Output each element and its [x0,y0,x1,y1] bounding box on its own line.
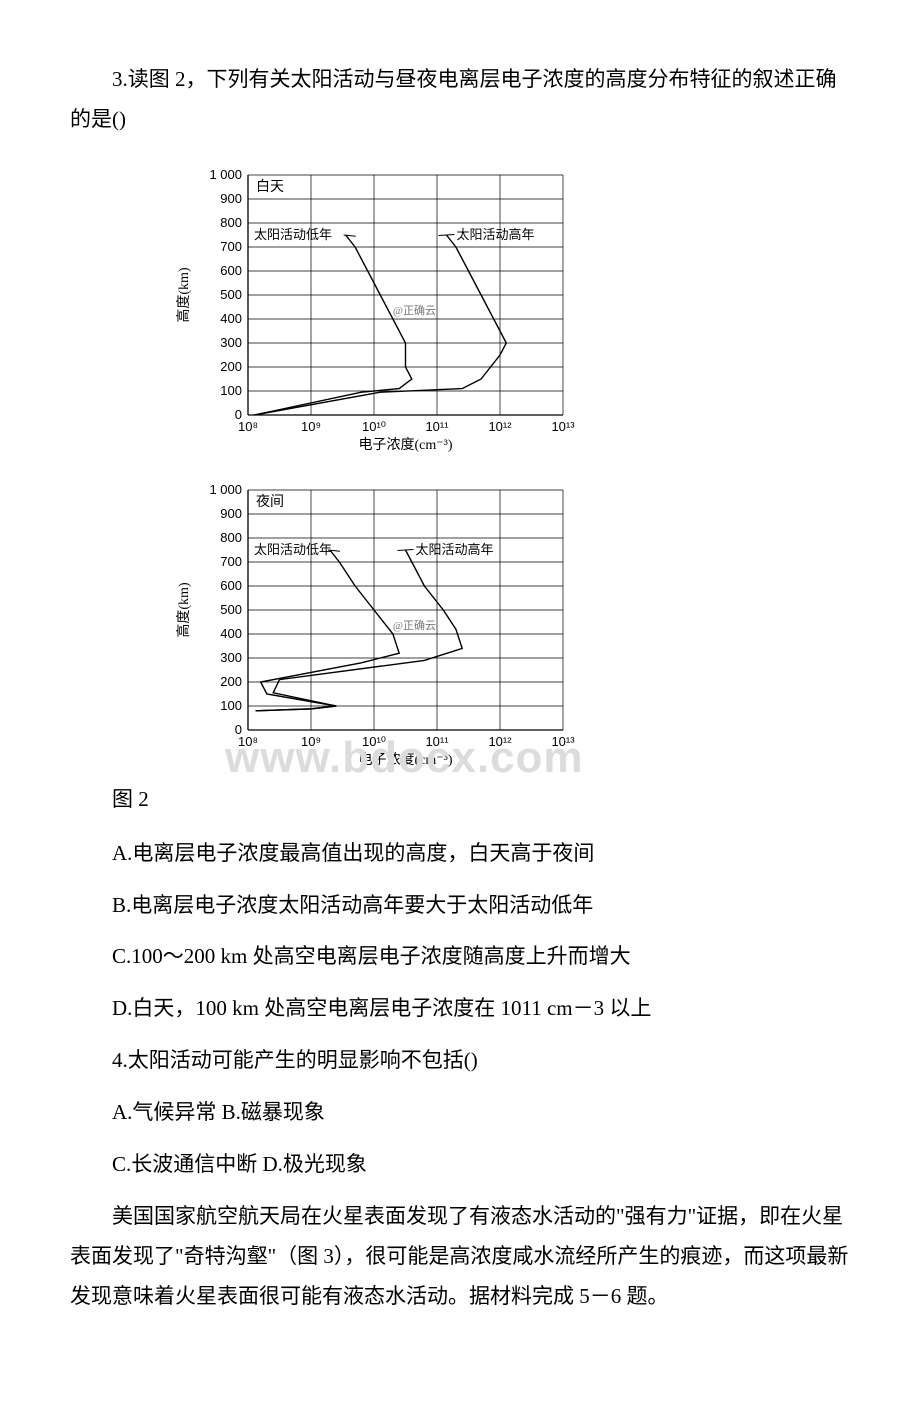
svg-text:太阳活动高年: 太阳活动高年 [416,542,494,557]
svg-text:@正确云: @正确云 [393,619,436,632]
svg-text:10⁸: 10⁸ [238,419,258,434]
svg-text:700: 700 [220,554,242,569]
svg-text:200: 200 [220,674,242,689]
passage-5-6: 美国国家航空航天局在火星表面发现了有液态水活动的"强有力"证据，即在火星表面发现… [70,1197,850,1317]
svg-text:10¹³: 10¹³ [551,419,575,434]
q3-option-b: B.电离层电子浓度太阳活动高年要大于太阳活动低年 [112,886,850,926]
svg-text:10¹¹: 10¹¹ [425,419,449,434]
svg-text:高度(km): 高度(km) [175,582,192,638]
svg-text:电子浓度(cm⁻³): 电子浓度(cm⁻³) [358,437,452,453]
q3-option-c: C.100～200 km 处高空电离层电子浓度随高度上升而增大 [112,937,850,977]
chart-night-svg: 01002003004005006007008009001 00010⁸10⁹1… [170,470,580,770]
svg-text:太阳活动高年: 太阳活动高年 [456,227,534,242]
q4-option-ab: A.气候异常 B.磁暴现象 [112,1093,850,1133]
q3-option-d: D.白天，100 km 处高空电离层电子浓度在 1011 cm－3 以上 [112,989,850,1029]
svg-text:10⁹: 10⁹ [301,419,321,434]
q3-stem: 3.读图 2，下列有关太阳活动与昼夜电离层电子浓度的高度分布特征的叙述正确的是(… [70,60,850,140]
svg-text:10¹⁰: 10¹⁰ [362,419,386,434]
svg-text:10⁹: 10⁹ [301,734,321,749]
svg-text:10¹³: 10¹³ [551,734,575,749]
svg-text:10¹²: 10¹² [488,734,512,749]
q3-option-a: A.电离层电子浓度最高值出现的高度，白天高于夜间 [112,834,850,874]
svg-text:太阳活动低年: 太阳活动低年 [254,542,332,557]
svg-text:900: 900 [220,191,242,206]
chart-day-svg: 01002003004005006007008009001 00010⁸10⁹1… [170,155,580,455]
svg-text:700: 700 [220,239,242,254]
svg-text:白天: 白天 [256,179,284,195]
svg-text:900: 900 [220,506,242,521]
svg-text:600: 600 [220,263,242,278]
svg-text:1 000: 1 000 [209,167,242,182]
svg-text:太阳活动低年: 太阳活动低年 [254,227,332,242]
svg-text:10¹⁰: 10¹⁰ [362,734,386,749]
figure2-chart-night: 01002003004005006007008009001 00010⁸10⁹1… [170,470,850,770]
svg-text:100: 100 [220,698,242,713]
svg-text:600: 600 [220,578,242,593]
svg-text:10¹¹: 10¹¹ [425,734,449,749]
svg-text:500: 500 [220,602,242,617]
svg-text:400: 400 [220,626,242,641]
svg-text:100: 100 [220,383,242,398]
figure2-chart-day: 01002003004005006007008009001 00010⁸10⁹1… [170,155,850,455]
svg-text:200: 200 [220,359,242,374]
svg-text:10⁸: 10⁸ [238,734,258,749]
svg-text:300: 300 [220,335,242,350]
q4-stem: 4.太阳活动可能产生的明显影响不包括() [112,1041,850,1081]
svg-text:800: 800 [220,215,242,230]
svg-text:夜间: 夜间 [256,494,284,510]
svg-text:1 000: 1 000 [209,482,242,497]
svg-text:10¹²: 10¹² [488,419,512,434]
svg-text:300: 300 [220,650,242,665]
svg-text:800: 800 [220,530,242,545]
svg-text:@正确云: @正确云 [393,304,436,317]
svg-text:500: 500 [220,287,242,302]
svg-text:400: 400 [220,311,242,326]
q4-option-cd: C.长波通信中断 D.极光现象 [112,1145,850,1185]
svg-text:高度(km): 高度(km) [175,267,192,323]
svg-text:电子浓度(cm⁻³): 电子浓度(cm⁻³) [358,752,452,768]
figure2-label: 图 2 [112,780,850,820]
